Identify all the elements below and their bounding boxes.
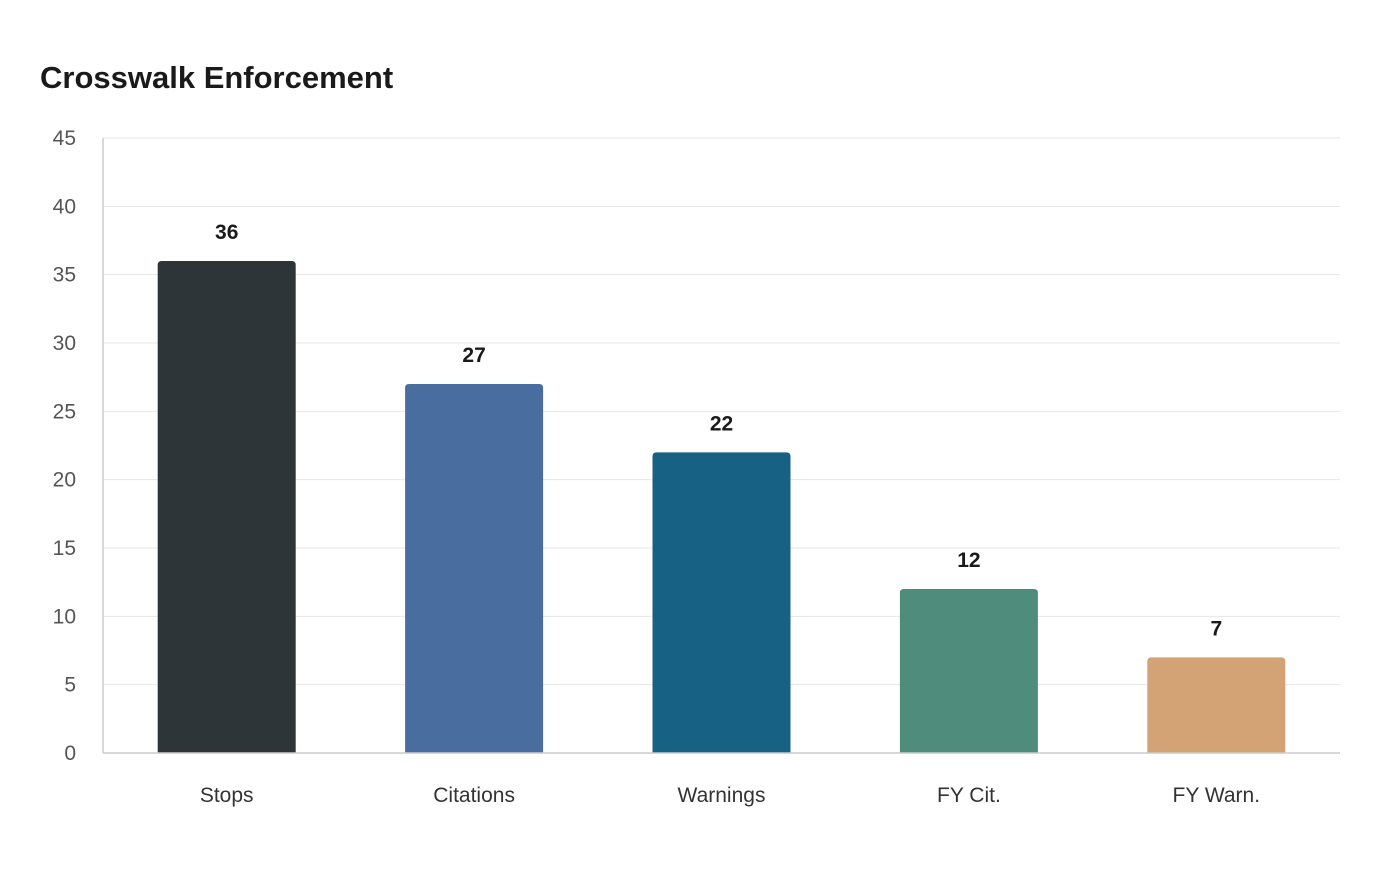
x-category-label: Warnings <box>678 784 766 807</box>
bar-citations <box>405 384 544 753</box>
x-axis-labels: Stops Citations Warnings FY Cit. FY Warn. <box>200 784 1260 807</box>
y-tick-label: 0 <box>64 742 76 765</box>
bar-value-label: 7 <box>1210 617 1222 640</box>
bar-fy-cit <box>899 589 1038 753</box>
bar-value-label: 22 <box>710 412 733 435</box>
y-axis-ticks: 0 5 10 15 20 25 30 35 40 45 <box>53 127 76 765</box>
value-labels: 36 27 22 12 7 <box>215 221 1222 640</box>
bar-fy-warn <box>1147 657 1286 753</box>
x-category-label: Stops <box>200 784 254 807</box>
y-tick-label: 30 <box>53 332 76 355</box>
y-tick-label: 5 <box>64 674 76 697</box>
bar-stops <box>157 261 296 753</box>
x-category-label: FY Cit. <box>937 784 1001 807</box>
bar-warnings <box>652 452 791 753</box>
y-tick-label: 45 <box>53 127 76 150</box>
bar-value-label: 36 <box>215 221 238 244</box>
bar-value-label: 12 <box>957 549 980 572</box>
y-tick-label: 35 <box>53 264 76 287</box>
x-category-label: Citations <box>433 784 515 807</box>
y-tick-label: 15 <box>53 537 76 560</box>
x-category-label: FY Warn. <box>1173 784 1261 807</box>
y-tick-label: 25 <box>53 400 76 423</box>
bar-value-label: 27 <box>462 344 485 367</box>
y-tick-label: 10 <box>53 605 76 628</box>
bars <box>157 261 1286 753</box>
y-tick-label: 40 <box>53 195 76 218</box>
y-tick-label: 20 <box>53 469 76 492</box>
chart-title: Crosswalk Enforcement <box>40 60 394 95</box>
